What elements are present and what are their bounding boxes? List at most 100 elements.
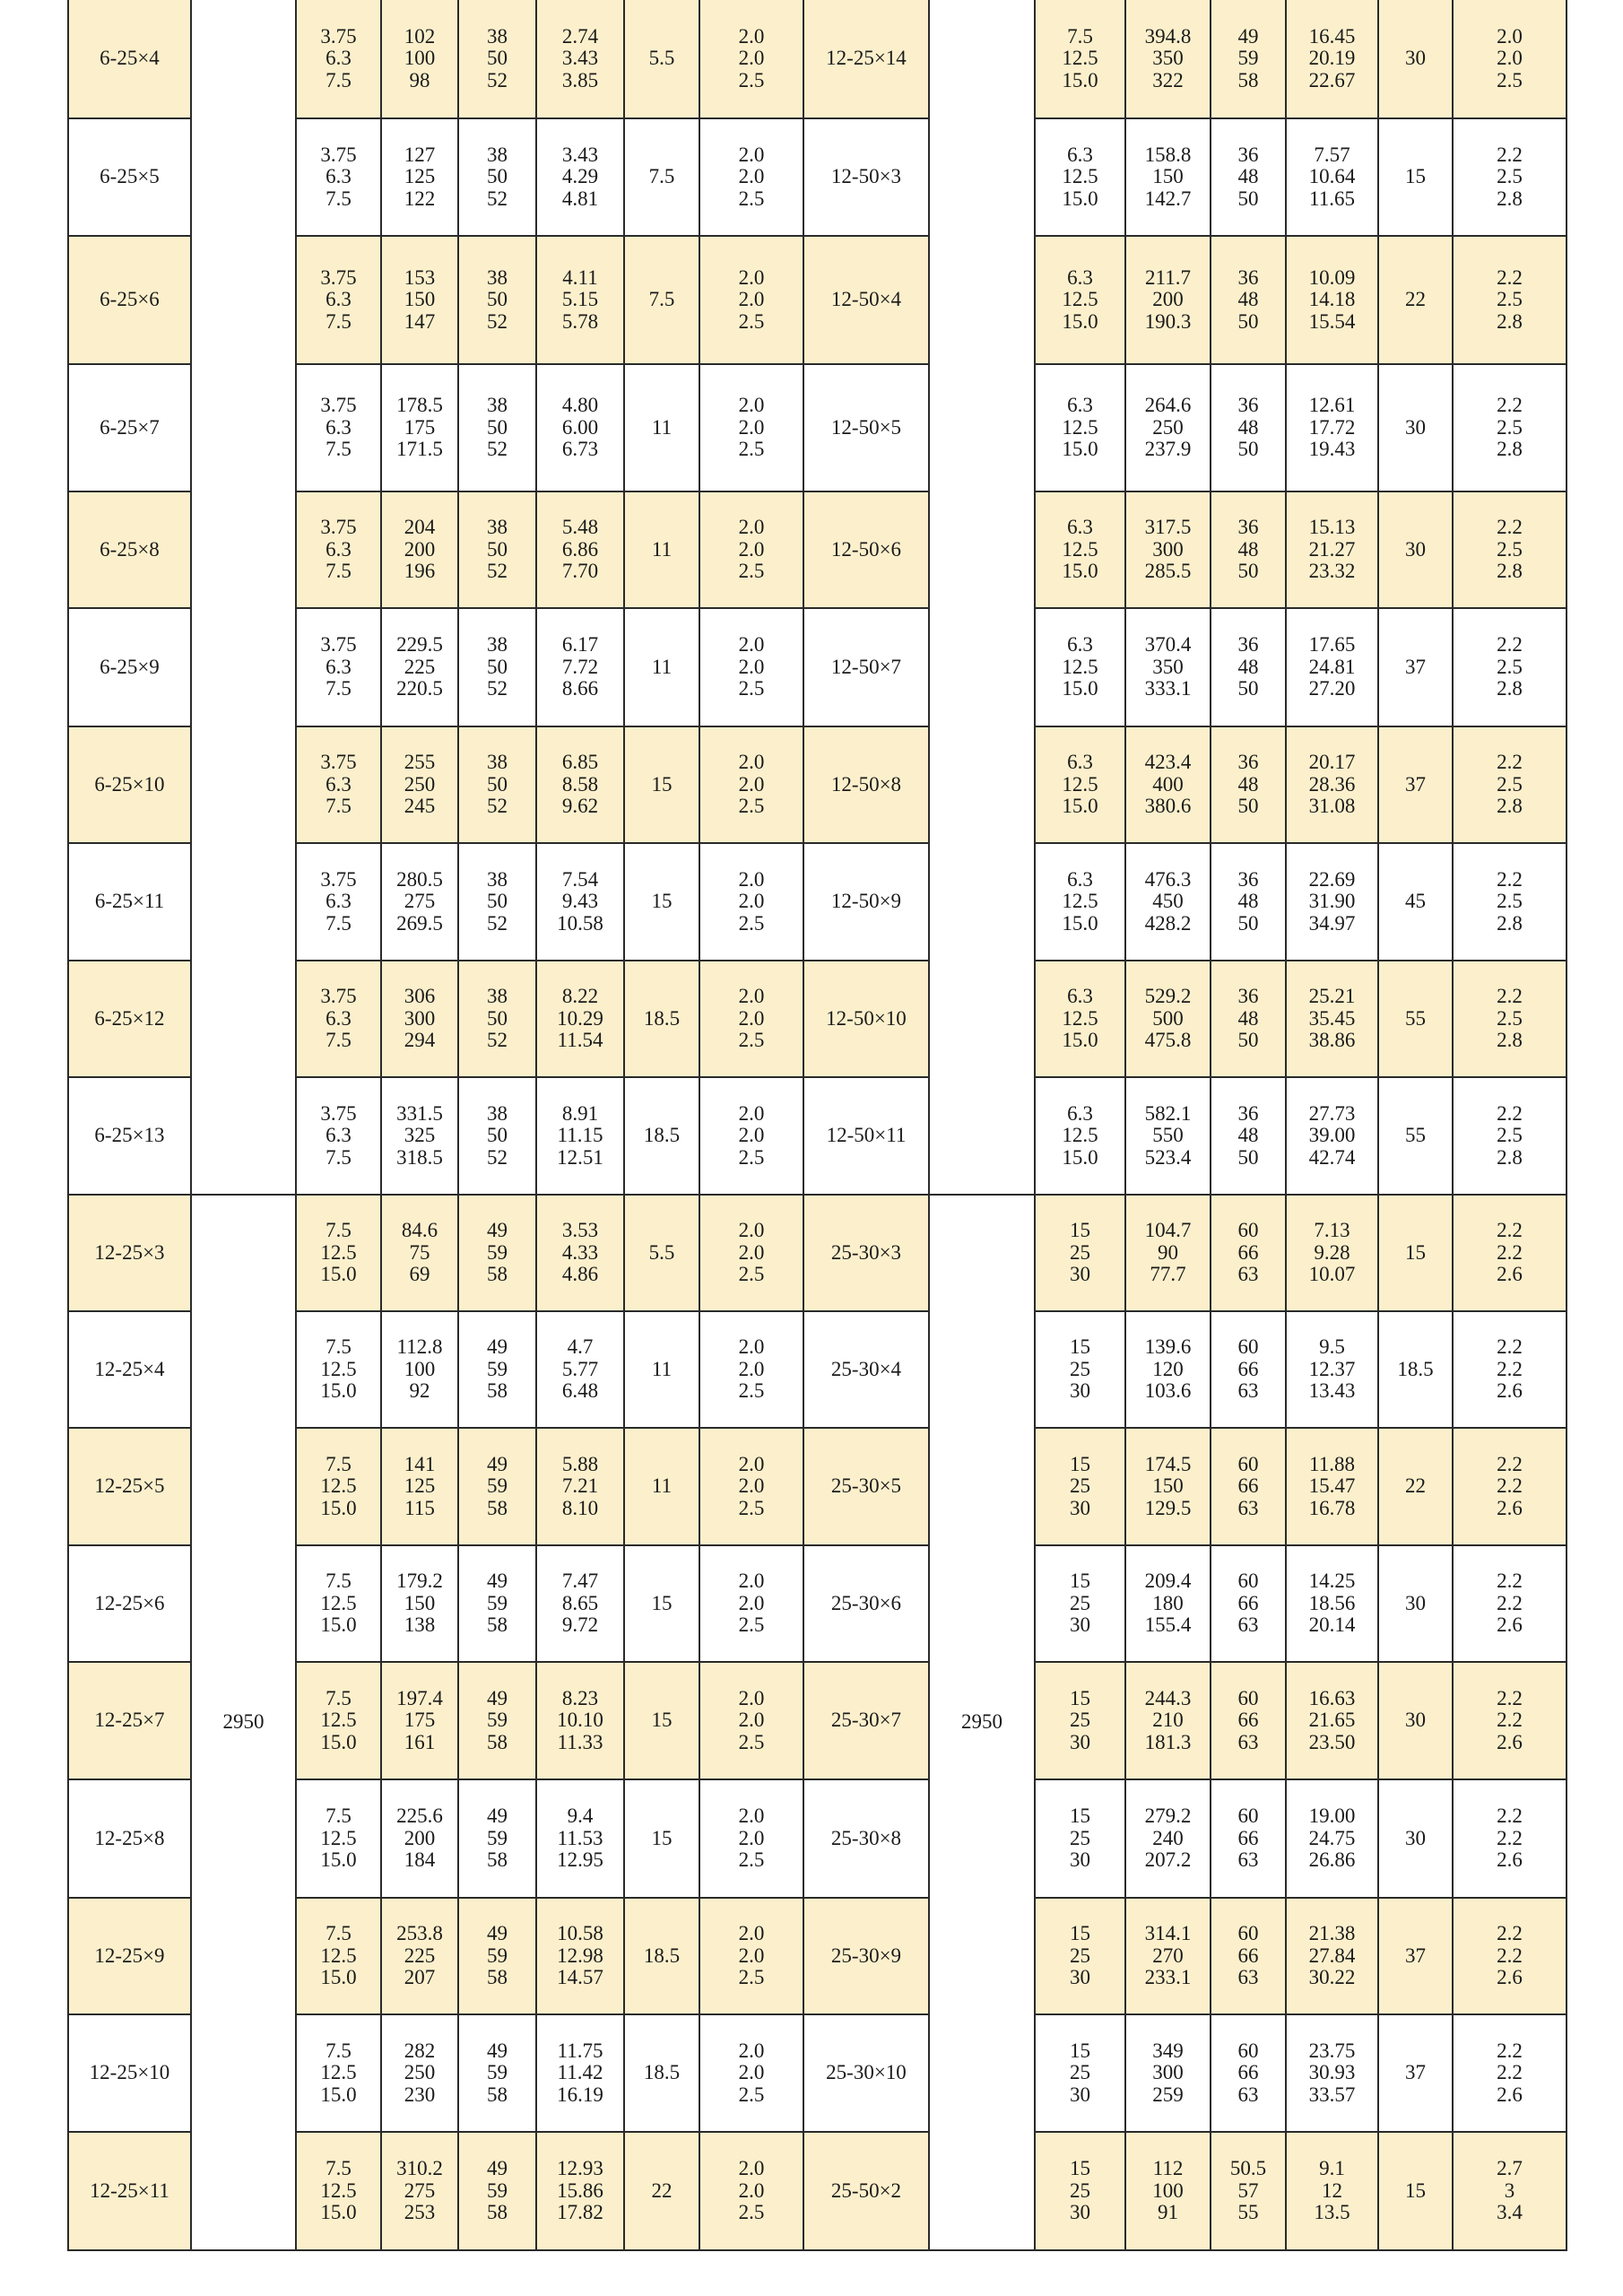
model-cell: 25-30×6	[803, 1544, 930, 1663]
efficiency-cell: 49 59 58	[457, 1427, 537, 1546]
shaft-power-cell-value: 8.23	[561, 1686, 599, 1709]
shaft-power-cell-value: 4.81	[561, 187, 599, 210]
efficiency-cell: 36 48 50	[1210, 726, 1287, 844]
head-cell-value: 300	[1152, 2061, 1184, 2084]
shaft-power-cell-value: 20.17	[1308, 751, 1356, 774]
flow-cell-value: 3.75	[320, 394, 357, 417]
shaft-power-cell: 16.45 20.19 22.67	[1285, 0, 1379, 119]
flow-cell-value: 7.5	[325, 1805, 352, 1828]
shaft-power-cell-value: 6.86	[561, 537, 599, 561]
flow-cell-value: 3.75	[320, 1101, 357, 1125]
efficiency-cell-value: 66	[1237, 1357, 1259, 1380]
flow-cell-value: 7.5	[325, 68, 352, 91]
npsh-cell-value: 2.5	[738, 187, 765, 210]
flow-cell-value: 12.5	[320, 1591, 357, 1614]
shaft-power-cell-value: 18.56	[1308, 1591, 1356, 1614]
shaft-power-cell: 4.11 5.15 5.78	[535, 235, 625, 365]
efficiency-cell-value: 36	[1237, 1101, 1259, 1125]
head-cell-value: 125	[404, 1474, 436, 1498]
shaft-power-cell-value: 10.29	[557, 1006, 603, 1030]
head-cell-value: 207	[404, 1966, 436, 1989]
efficiency-cell: 36 48 50	[1210, 1076, 1287, 1196]
model-cell: 6-25×12	[67, 960, 192, 1078]
flow-cell-value: 12.5	[320, 1826, 357, 1849]
shaft-power-cell-value: 6.17	[561, 633, 599, 657]
flow-cell-value: 15	[1070, 1805, 1090, 1828]
npsh-cell-value: 2.6	[1497, 1613, 1523, 1637]
motor-power-cell: 30	[1377, 363, 1454, 492]
shaft-power-cell-value: 30.22	[1308, 1966, 1356, 1989]
flow-cell-value: 3.75	[320, 516, 357, 539]
npsh-cell-value: 2.0	[738, 24, 765, 48]
npsh-cell-value: 2.2	[1497, 1335, 1523, 1359]
flow-cell-value: 12.5	[1062, 537, 1098, 561]
head-cell: 529.2 500 475.8	[1124, 960, 1211, 1078]
flow-cell-value: 12.5	[1062, 772, 1098, 796]
model-cell: 12-50×6	[803, 491, 930, 609]
head-cell-value: 529.2	[1144, 985, 1192, 1008]
efficiency-cell: 38 50 52	[457, 235, 537, 365]
head-cell-value: 171.5	[396, 438, 443, 461]
shaft-power-cell: 17.65 24.81 27.20	[1285, 607, 1379, 727]
efficiency-cell-value: 50	[1237, 677, 1259, 700]
efficiency-cell: 36 48 50	[1210, 607, 1287, 727]
head-cell-value: 317.5	[1144, 516, 1192, 539]
flow-cell-value: 15.0	[320, 1379, 357, 1403]
shaft-power-cell-value: 20.19	[1308, 47, 1356, 70]
flow-cell-value: 25	[1070, 1357, 1090, 1380]
npsh-cell: 2.2 2.2 2.6	[1452, 2013, 1567, 2133]
flow-cell-value: 6.3	[325, 890, 352, 913]
shaft-power-cell-value: 23.75	[1308, 2039, 1356, 2062]
head-cell-value: 147	[404, 309, 436, 333]
motor-power-cell: 55	[1377, 960, 1454, 1078]
flow-cell-value: 15	[1070, 1922, 1090, 1945]
flow-cell-value: 7.5	[325, 560, 352, 583]
head-cell: 197.4 175 161	[380, 1661, 459, 1780]
npsh-cell-value: 2.5	[738, 1613, 765, 1637]
npsh-cell-value: 2.7	[1497, 2157, 1523, 2180]
npsh-cell-value: 2.2	[1497, 1709, 1523, 1732]
npsh-cell: 2.0 2.0 2.5	[699, 960, 804, 1078]
motor-power-cell: 37	[1377, 726, 1454, 844]
npsh-cell: 2.0 2.0 2.5	[699, 235, 804, 365]
head-cell-value: 331.5	[396, 1101, 443, 1125]
shaft-power-cell: 22.69 31.90 34.97	[1285, 842, 1379, 961]
shaft-power-cell-value: 14.25	[1308, 1570, 1356, 1593]
flow-cell: 7.5 12.5 15.0	[295, 1779, 382, 1899]
efficiency-cell-value: 36	[1237, 143, 1259, 166]
efficiency-cell-value: 48	[1237, 537, 1259, 561]
head-cell: 306 300 294	[380, 960, 459, 1078]
efficiency-cell-value: 49	[487, 1452, 508, 1475]
efficiency-cell-value: 59	[487, 1357, 508, 1380]
model-cell: 12-25×10	[67, 2013, 192, 2133]
shaft-power-cell-value: 9.4	[567, 1805, 594, 1828]
head-cell: 394.8 350 322	[1124, 0, 1211, 119]
shaft-power-cell-value: 15.54	[1308, 309, 1356, 333]
efficiency-cell-value: 36	[1237, 633, 1259, 657]
head-cell-value: 253.8	[396, 1922, 443, 1945]
shaft-power-cell-value: 42.74	[1308, 1145, 1356, 1169]
head-cell: 310.2 275 253	[380, 2131, 459, 2251]
efficiency-cell-value: 59	[487, 1591, 508, 1614]
model-cell: 12-50×5	[803, 363, 930, 492]
shaft-power-cell-value: 8.65	[561, 1591, 599, 1614]
head-cell-value: 423.4	[1144, 751, 1192, 774]
head-cell-value: 92	[409, 1379, 430, 1403]
head-cell-value: 476.3	[1144, 867, 1192, 891]
shaft-power-cell: 7.54 9.43 10.58	[535, 842, 625, 961]
table-row: 6-25×11 3.75 6.3 7.5 280.5 275 269.5 38 50 52 7.54…	[67, 842, 1567, 961]
head-cell-value: 100	[404, 1357, 436, 1380]
npsh-cell-value: 2.5	[738, 1145, 765, 1169]
shaft-power-cell: 3.53 4.33 4.86	[535, 1194, 625, 1312]
efficiency-cell-value: 63	[1237, 1263, 1259, 1286]
efficiency-cell-value: 58	[487, 1379, 508, 1403]
shaft-power-cell-value: 8.91	[561, 1101, 599, 1125]
npsh-cell-value: 2.2	[1497, 1805, 1523, 1828]
npsh-cell: 2.2 2.2 2.6	[1452, 1427, 1567, 1546]
flow-cell-value: 6.3	[1067, 633, 1093, 657]
npsh-cell-value: 2.5	[1497, 415, 1523, 439]
head-cell: 255 250 245	[380, 726, 459, 844]
flow-cell: 15 25 30	[1034, 1194, 1126, 1312]
motor-power-cell: 11	[623, 363, 700, 492]
efficiency-cell-value: 58	[487, 2201, 508, 2224]
